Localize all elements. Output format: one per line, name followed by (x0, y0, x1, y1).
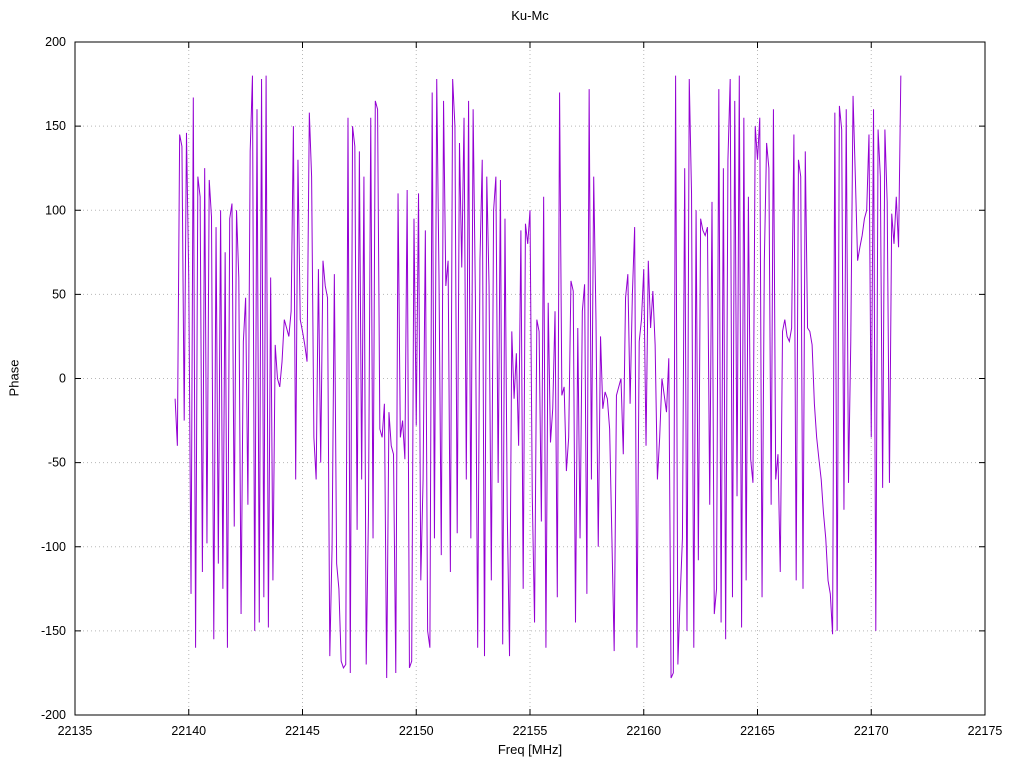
y-axis-title: Phase (6, 359, 22, 397)
x-tick-label: 22135 (58, 724, 93, 738)
x-tick-label: 22140 (171, 724, 206, 738)
x-tick-label: 22170 (854, 724, 889, 738)
y-tick-label: -150 (41, 624, 66, 638)
y-tick-label: 150 (45, 119, 66, 133)
phase-line (174, 75, 902, 679)
x-axis-title: Freq [MHz] (497, 742, 563, 757)
y-tick-label: -50 (48, 456, 66, 470)
x-tick-label: 22165 (740, 724, 775, 738)
x-tick-label: 22145 (285, 724, 320, 738)
y-tick-label: 200 (45, 35, 66, 49)
x-tick-label: 22155 (513, 724, 548, 738)
y-tick-label: 100 (45, 203, 66, 217)
plot-border (74, 41, 986, 716)
x-tick-label: 22150 (399, 724, 434, 738)
y-tick-label: -100 (41, 540, 66, 554)
x-tick-label: 22175 (968, 724, 1003, 738)
x-tick-label: 22160 (626, 724, 661, 738)
y-tick-label: 50 (52, 287, 66, 301)
y-tick-label: 0 (59, 372, 66, 386)
y-tick-label: -200 (41, 708, 66, 722)
chart-title: Ku-Mc (511, 8, 549, 23)
